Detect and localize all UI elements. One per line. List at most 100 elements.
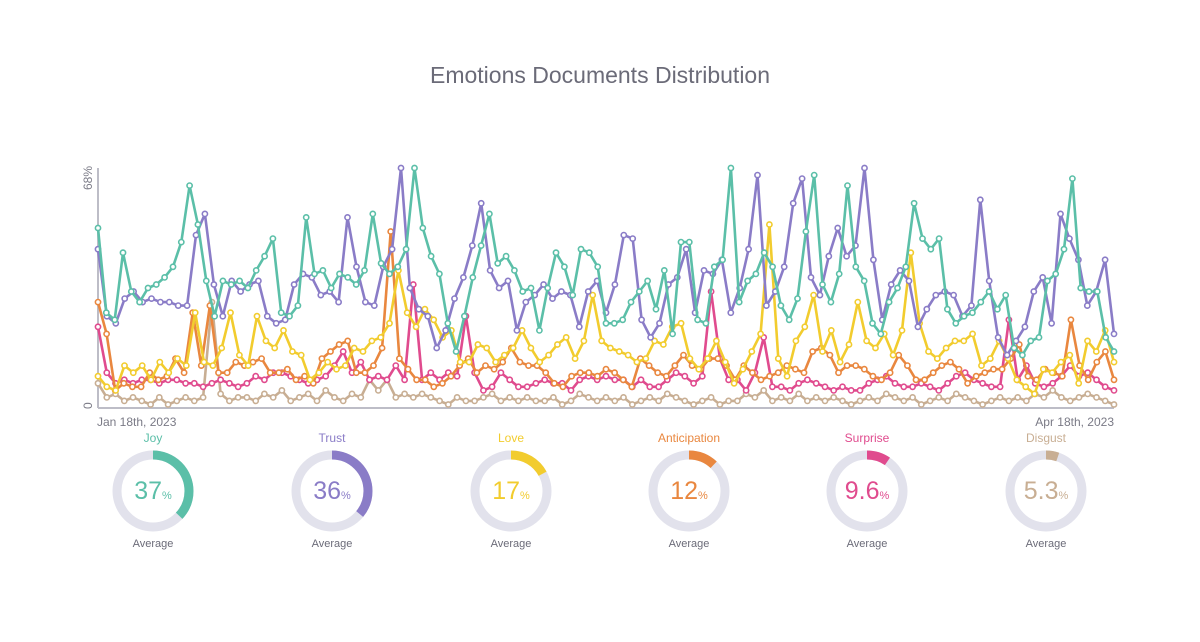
data-point-disgust[interactable] (611, 397, 619, 405)
data-point-love[interactable] (341, 362, 349, 369)
data-point-joy[interactable] (194, 221, 202, 228)
data-point-love[interactable] (686, 355, 694, 362)
data-point-disgust[interactable] (1093, 393, 1100, 401)
data-point-disgust[interactable] (1023, 397, 1030, 405)
data-point-joy[interactable] (702, 319, 710, 327)
data-point-love[interactable] (377, 333, 385, 341)
data-point-anticipation[interactable] (499, 358, 507, 366)
data-point-joy[interactable] (444, 319, 452, 327)
data-point-love[interactable] (554, 341, 561, 348)
data-point-trust[interactable] (1039, 273, 1047, 281)
data-point-trust[interactable] (611, 281, 619, 288)
data-point-anticipation[interactable] (1024, 372, 1032, 380)
data-point-trust[interactable] (281, 316, 289, 324)
data-point-surprise[interactable] (252, 372, 260, 380)
data-point-love[interactable] (1075, 379, 1083, 387)
data-point-disgust[interactable] (515, 397, 522, 405)
data-point-anticipation[interactable] (645, 362, 653, 369)
data-point-anticipation[interactable] (860, 365, 868, 373)
data-point-trust[interactable] (905, 277, 913, 285)
data-point-joy[interactable] (910, 199, 918, 207)
data-point-surprise[interactable] (944, 379, 951, 387)
data-point-love[interactable] (350, 344, 358, 352)
data-point-disgust[interactable] (287, 397, 295, 405)
data-point-trust[interactable] (468, 242, 476, 249)
data-point-anticipation[interactable] (835, 369, 842, 377)
data-point-surprise[interactable] (839, 383, 846, 391)
data-point-love[interactable] (863, 337, 870, 345)
data-point-joy[interactable] (469, 273, 477, 281)
data-point-surprise[interactable] (488, 383, 496, 391)
data-point-joy[interactable] (485, 210, 493, 218)
data-point-disgust[interactable] (541, 397, 549, 405)
data-point-trust[interactable] (656, 319, 663, 327)
data-point-joy[interactable] (527, 284, 535, 292)
data-point-joy[interactable] (536, 326, 543, 334)
data-point-surprise[interactable] (217, 376, 224, 384)
data-point-surprise[interactable] (602, 372, 610, 380)
data-point-love[interactable] (165, 369, 173, 377)
data-point-disgust[interactable] (1066, 397, 1074, 405)
data-point-love[interactable] (121, 362, 128, 369)
data-point-disgust[interactable] (392, 393, 400, 401)
data-point-disgust[interactable] (488, 390, 496, 398)
data-point-anticipation[interactable] (611, 369, 618, 377)
data-point-love[interactable] (306, 376, 314, 384)
data-point-trust[interactable] (1030, 288, 1038, 295)
data-point-surprise[interactable] (374, 372, 382, 380)
data-point-anticipation[interactable] (1058, 372, 1066, 380)
data-point-trust[interactable] (549, 295, 556, 302)
data-point-love[interactable] (112, 386, 120, 394)
data-point-surprise[interactable] (497, 369, 505, 377)
data-point-joy[interactable] (835, 270, 843, 278)
data-point-anticipation[interactable] (103, 330, 110, 338)
data-point-surprise[interactable] (339, 348, 347, 355)
data-point-love[interactable] (801, 323, 809, 331)
data-point-trust[interactable] (174, 302, 182, 309)
data-point-anticipation[interactable] (1067, 316, 1075, 324)
data-point-love[interactable] (147, 376, 155, 384)
data-point-surprise[interactable] (681, 372, 689, 380)
data-point-disgust[interactable] (409, 393, 417, 401)
data-point-joy[interactable] (544, 284, 552, 292)
data-point-disgust[interactable] (917, 401, 925, 408)
data-point-surprise[interactable] (777, 383, 785, 391)
data-point-trust[interactable] (1057, 210, 1064, 218)
data-point-surprise[interactable] (1049, 379, 1057, 387)
data-point-love[interactable] (1048, 369, 1056, 377)
data-point-joy[interactable] (294, 302, 302, 309)
data-point-anticipation[interactable] (292, 376, 300, 384)
data-point-trust[interactable] (575, 323, 583, 331)
data-point-disgust[interactable] (427, 393, 435, 401)
data-point-trust[interactable] (397, 164, 405, 172)
data-point-love[interactable] (562, 333, 570, 341)
data-point-trust[interactable] (870, 256, 877, 264)
data-point-joy[interactable] (477, 242, 485, 249)
data-point-disgust[interactable] (585, 393, 592, 401)
data-point-disgust[interactable] (952, 390, 960, 398)
data-point-surprise[interactable] (541, 376, 549, 384)
data-point-joy[interactable] (777, 302, 785, 309)
data-point-disgust[interactable] (1084, 390, 1092, 398)
data-point-trust[interactable] (976, 196, 984, 204)
data-point-joy[interactable] (969, 309, 976, 317)
data-point-love[interactable] (589, 291, 597, 299)
data-point-trust[interactable] (1083, 302, 1091, 309)
data-point-love[interactable] (297, 351, 305, 359)
data-point-trust[interactable] (415, 305, 423, 313)
data-point-love[interactable] (819, 348, 826, 355)
data-point-joy[interactable] (435, 270, 443, 278)
data-point-anticipation[interactable] (680, 351, 687, 359)
data-point-trust[interactable] (584, 288, 592, 295)
data-point-trust[interactable] (932, 291, 940, 299)
data-point-trust[interactable] (1048, 319, 1055, 327)
data-point-joy[interactable] (960, 312, 968, 320)
data-point-joy[interactable] (552, 249, 560, 257)
data-point-disgust[interactable] (734, 397, 741, 405)
data-point-surprise[interactable] (786, 386, 794, 394)
data-point-joy[interactable] (252, 266, 260, 274)
data-point-trust[interactable] (433, 344, 441, 352)
data-point-disgust[interactable] (979, 401, 986, 408)
data-point-love[interactable] (1066, 351, 1074, 359)
data-point-love[interactable] (421, 305, 429, 313)
